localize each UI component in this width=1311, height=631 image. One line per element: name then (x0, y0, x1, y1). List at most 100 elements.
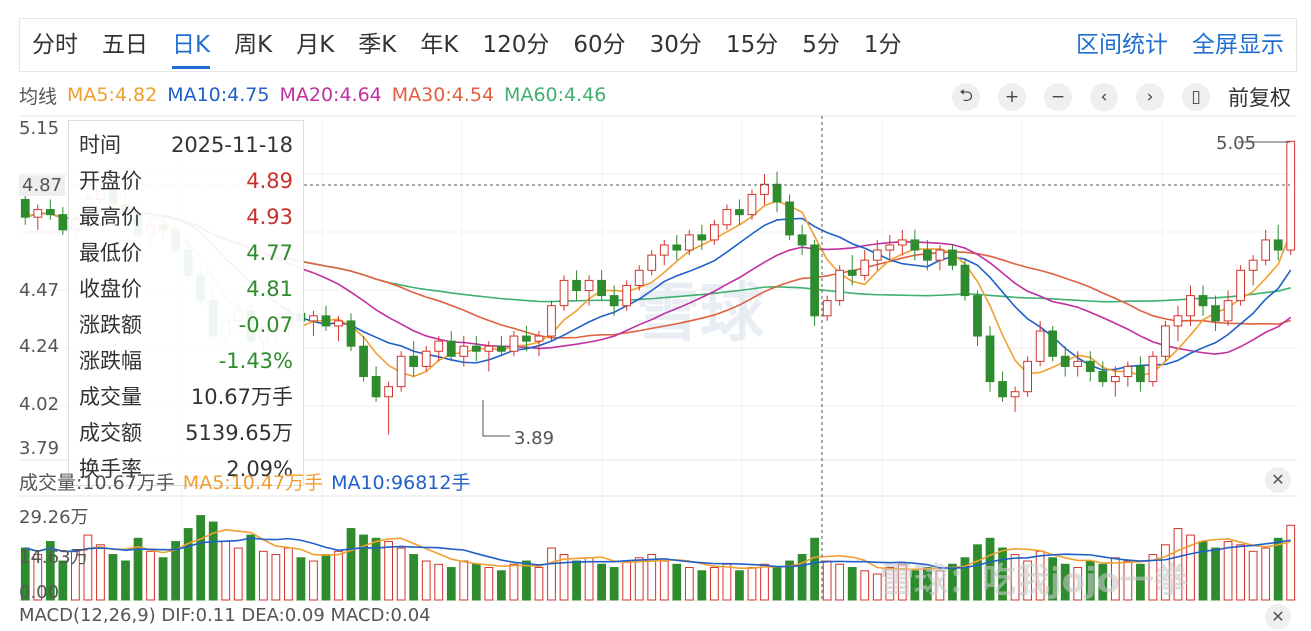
chart-toolbar: ⮌ + − ‹ › ▯ 前复权 (934, 82, 1291, 112)
ma-legend: 均线 MA5:4.82 MA10:4.75 MA20:4.64 MA30:4.5… (19, 82, 616, 108)
candle-body-83 (1060, 355, 1070, 367)
volume-bar-43 (559, 554, 569, 601)
tooltip-pct-key: 涨跌幅 (79, 349, 142, 373)
candle-body-55 (709, 224, 719, 241)
candle-body-57 (735, 209, 744, 216)
tab-6[interactable]: 年K (420, 32, 459, 58)
candle-body-101 (1286, 140, 1296, 251)
candle-body-63 (810, 244, 820, 317)
volume-ma10: MA10:96812手 (331, 472, 471, 494)
volume-bar-89 (1135, 563, 1145, 601)
candle-body-45 (584, 279, 594, 292)
candle-body-78 (998, 381, 1007, 398)
candle-body-28 (371, 376, 381, 398)
close-volume-icon[interactable]: ✕ (1265, 467, 1291, 493)
candle-body-93 (1186, 295, 1195, 317)
tab-9[interactable]: 30分 (649, 32, 702, 58)
candle-body-37 (484, 345, 494, 352)
candle-body-75 (960, 264, 970, 297)
tooltip-high-key: 最高价 (79, 205, 142, 229)
zoom-in-icon[interactable]: + (998, 83, 1026, 111)
tooltip-vol-key: 成交量 (79, 385, 142, 409)
candle-body-97 (1236, 269, 1246, 302)
candle-body-46 (597, 279, 607, 297)
volume-bar-59 (760, 563, 769, 601)
volume-bar-52 (672, 563, 682, 601)
tab-10[interactable]: 15分 (725, 32, 779, 58)
volume-bar-62 (797, 554, 807, 601)
candle-body-91 (1161, 325, 1170, 357)
undo-icon[interactable]: ⮌ (952, 83, 980, 111)
volume-legend: 成交量:10.67万手 MA5:10.47万手 MA10:96812手 (19, 468, 479, 494)
volume-bar-22 (296, 557, 306, 601)
candle-body-94 (1198, 295, 1208, 307)
volume-bar-88 (1123, 560, 1133, 601)
candle-body-85 (1085, 360, 1095, 372)
volume-bar-50 (647, 554, 657, 601)
volume-bar-67 (860, 570, 870, 601)
center-watermark: 雪球 (636, 277, 765, 351)
volume-bar-41 (534, 567, 544, 601)
candle-body-66 (847, 269, 857, 276)
tab-1[interactable]: 五日 (102, 32, 148, 58)
tab-7[interactable]: 120分 (482, 32, 550, 58)
macd-legend: MACD(12,26,9) DIF:0.11 DEA:0.09 MACD:0.0… (19, 605, 431, 626)
tooltip-vol-value: 10.67万手 (190, 385, 293, 409)
volume-bar-96 (1223, 541, 1233, 601)
candle-body-73 (935, 249, 945, 261)
tab-8[interactable]: 60分 (573, 32, 626, 58)
candle-body-88 (1123, 365, 1133, 378)
candle-body-58 (747, 193, 757, 216)
candle-icon[interactable]: ▯ (1182, 83, 1210, 111)
candle-body-60 (772, 183, 782, 203)
volume-bar-28 (371, 537, 381, 601)
candle-body-23 (309, 315, 318, 322)
right-icon[interactable]: › (1136, 83, 1164, 111)
candle-body-34 (446, 340, 456, 357)
volume-title: 成交量:10.67万手 (19, 472, 175, 494)
tooltip-low-value: 4.77 (246, 241, 293, 265)
volume-bar-99 (1261, 547, 1271, 601)
ma-legend-title: 均线 (19, 85, 58, 108)
adjust-select[interactable]: 前复权 (1228, 86, 1291, 110)
volume-bar-25 (334, 550, 343, 601)
y-tick-4: 4.24 (19, 336, 60, 357)
close-macd-icon[interactable]: ✕ (1265, 604, 1291, 630)
tab-12[interactable]: 1分 (863, 32, 902, 58)
volume-bar-38 (496, 570, 506, 601)
range-stat-link[interactable]: 区间统计 (1076, 32, 1168, 58)
candle-body-29 (384, 386, 394, 398)
candle-body-89 (1135, 365, 1145, 383)
candle-body-52 (672, 244, 682, 251)
volume-bar-100 (1273, 537, 1283, 601)
tab-2[interactable]: 日K (160, 19, 222, 71)
volume-bar-55 (709, 567, 719, 601)
left-icon[interactable]: ‹ (1090, 83, 1118, 111)
candle-body-35 (459, 345, 469, 357)
fullscreen-link[interactable]: 全屏显示 (1192, 32, 1284, 58)
volume-bar-81 (1035, 550, 1045, 601)
tab-3[interactable]: 周K (234, 32, 273, 58)
tab-0[interactable]: 分时 (32, 32, 78, 58)
zoom-out-icon[interactable]: − (1044, 83, 1072, 111)
candle-body-61 (785, 201, 794, 236)
candle-body-44 (572, 279, 581, 292)
volume-bar-26 (346, 528, 356, 601)
volume-bar-70 (897, 563, 907, 601)
volume-bar-57 (735, 570, 744, 601)
volume-bar-11 (158, 557, 168, 601)
volume-bar-14 (196, 515, 206, 601)
candle-body-47 (609, 295, 619, 307)
volume-bar-7 (108, 554, 118, 601)
tab-4[interactable]: 月K (296, 32, 335, 58)
tab-11[interactable]: 5分 (802, 32, 840, 58)
volume-bar-40 (522, 560, 531, 601)
y-tick-1: 5.15 (19, 118, 60, 139)
candle-body-40 (522, 335, 531, 342)
volume-bar-51 (659, 560, 669, 601)
tab-5[interactable]: 季K (358, 32, 397, 58)
candle-body-27 (359, 345, 368, 378)
crosshair-price-label: 4.87 (19, 175, 66, 196)
y-tick-3: 4.47 (19, 280, 60, 301)
volume-bar-95 (1211, 547, 1220, 601)
